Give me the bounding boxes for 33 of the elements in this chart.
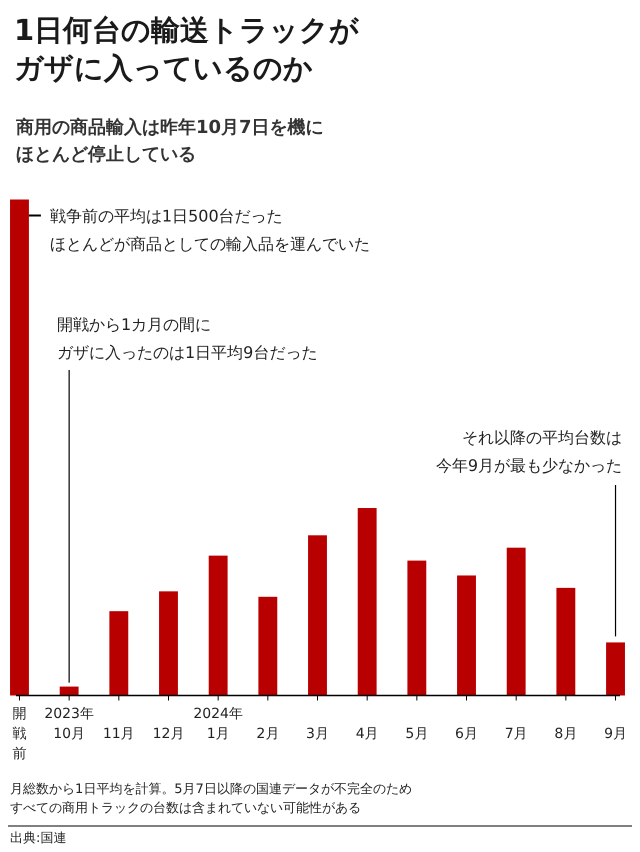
- x-tick-label: 2月: [256, 726, 280, 742]
- chart-subtitle: 商用の商品輸入は昨年10月7日を機にほとんど停止している: [15, 117, 324, 165]
- x-tick-label: 11月: [102, 726, 135, 742]
- bar: [109, 611, 128, 696]
- x-tick-label: 7月: [504, 726, 528, 742]
- x-tick-label: 6月: [455, 726, 478, 742]
- x-tick-label: 12月: [152, 726, 184, 742]
- bar: [159, 591, 178, 696]
- bar: [358, 508, 377, 696]
- bar: [10, 200, 29, 696]
- bar: [258, 596, 278, 696]
- x-tick-label: 4月: [356, 726, 379, 742]
- x-tick-label: 3月: [306, 726, 329, 742]
- bar: [556, 588, 576, 696]
- bar: [208, 556, 228, 696]
- text: 月総数から1日平均を計算。5月7日以降の国連データが不完全のためすべての商用トラックの台数は含まれていない可能性がある: [10, 781, 412, 816]
- annotation: それ以降の平均台数は今年9月が最も少なかった: [436, 428, 622, 475]
- x-tick-label: 開戦前: [12, 706, 26, 762]
- bar: [457, 575, 476, 696]
- bar: [606, 642, 625, 696]
- source-note: 出典:国連: [10, 831, 66, 846]
- x-tick-label: 2023年10月: [44, 706, 94, 742]
- annotation: 開戦から1カ月の間にガザに入ったのは1日平均9台だった: [57, 315, 318, 362]
- bar: [407, 560, 426, 696]
- bar: [308, 535, 327, 696]
- x-tick-label: 5月: [405, 726, 428, 742]
- annotation: 戦争前の平均は1日500台だったほとんどが商品としての輸入品を運んでいた: [50, 206, 370, 254]
- bar: [60, 686, 79, 696]
- bar: [506, 548, 526, 696]
- chart-title: 1日何台の輸送トラックがガザに入っているのか: [14, 13, 360, 85]
- x-tick-label: 9月: [604, 726, 627, 742]
- x-tick-label: 2024年1月: [193, 706, 243, 742]
- x-tick-label: 8月: [554, 726, 578, 742]
